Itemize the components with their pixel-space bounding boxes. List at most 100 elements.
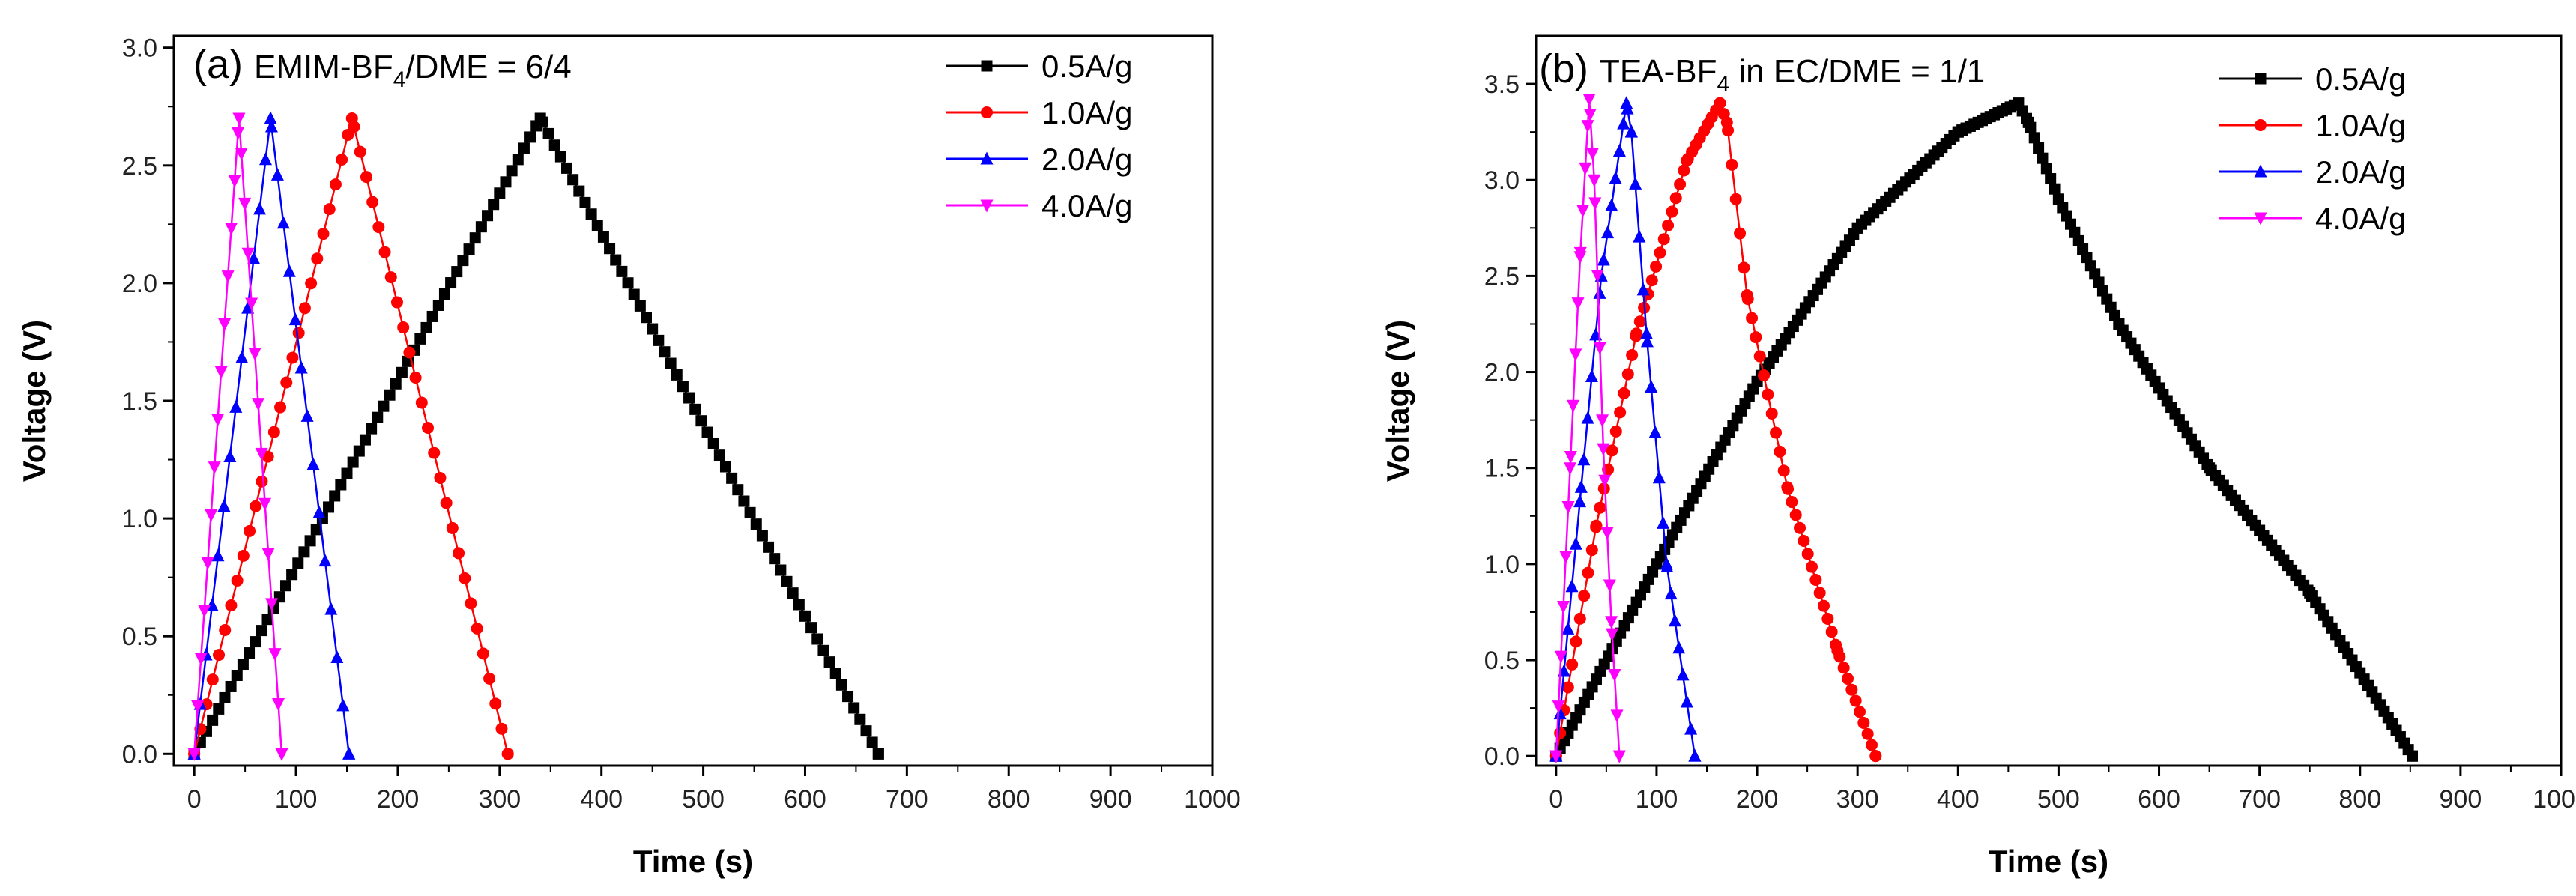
panel-b-x-tick-label: 800 [2338,785,2381,814]
panel-b-legend-label: 2.0A/g [2315,154,2406,190]
panel-a-data-point [640,312,652,324]
panel-b-data-point [1746,312,1759,324]
panel-a-data-point [799,610,811,622]
panel-b-y-tick-label: 3.5 [1484,70,1520,99]
panel-b-data-point [1609,171,1622,184]
panel-b-data-point [1626,348,1639,361]
panel-a-data-point [310,524,322,536]
panel-b-data-point [1738,261,1750,274]
panel-a-data-point [191,700,205,714]
panel-b-data-point [2025,121,2037,133]
panel-b-data-point [1636,282,1650,296]
panel-a-data-point [585,208,597,220]
panel-b-data-point [1569,536,1582,550]
panel-a-data-point [811,633,823,645]
panel-a-data-point [536,116,548,128]
panel-a-data-point [457,255,469,267]
panel-b-y-tick-label: 0.5 [1484,647,1520,675]
panel-a-series-line [193,116,880,754]
panel-a-data-point [378,246,391,258]
panel-b-data-point [1578,590,1591,602]
panel-a-data-point [255,447,268,461]
panel-a-legend-label: 1.0A/g [1041,95,1132,130]
panel-a-data-point [604,243,616,255]
panel-a-title: (a) EMIM-BF4/DME = 6/4 [193,42,572,92]
panel-b-data-point [1833,650,1846,663]
panel-a-data-point [422,421,435,434]
panel-b-data-point [2037,152,2049,164]
panel-a-data-point [683,392,695,404]
panel-a-data-point [261,614,273,626]
panel-a-data-point [763,541,775,553]
panel-b-x-tick-label: 100 [1636,785,1678,814]
panel-b-data-point [1798,535,1810,548]
panel-b-data-point [1729,193,1742,205]
panel-b-data-point [1620,96,1633,109]
panel-a-data-point [298,302,311,315]
panel-a-data-point [726,472,738,484]
panel-b-data-point [1557,601,1570,614]
panel-a-y-tick-label: 0.5 [122,623,157,651]
panel-b-data-point [1597,252,1610,266]
panel-b-data-point [1865,739,1878,751]
panel-a-data-point [653,334,665,346]
panel-b-data-point [1593,285,1606,299]
panel-b-data-point [1621,368,1634,381]
panel-a-data-point [835,679,847,691]
panel-a-data-point [567,174,579,186]
panel-b-data-point [1672,641,1686,654]
panel-b-data-point [1762,388,1774,401]
panel-a-title-text: EMIM-BF [254,49,393,85]
panel-a-data-point [671,369,683,381]
panel-b-x-tick-label: 700 [2238,785,2281,814]
panel-b-data-point [1593,342,1606,355]
panel-b-data-point [1652,470,1666,484]
panel-a-data-point [223,449,237,463]
panel-b-data-point [1579,162,1592,175]
panel-b-data-point [1561,681,1574,694]
panel-b-title: (b) TEA-BF4 in EC/DME = 1/1 [1539,46,1985,97]
panel-b-data-point [2033,142,2045,154]
panel-b-data-point [1565,579,1579,593]
panel-a-data-point [198,605,211,618]
panel-b-y-axis-label: Voltage (V) [1380,320,1415,482]
panel-a-data-point [330,650,344,663]
panel-a-data-point [512,154,524,166]
panel-b-title-subscript: 4 [1717,72,1729,97]
panel-a-data-point [219,624,232,637]
panel-b-data-point [1770,426,1783,439]
panel-a-chart: 0 100 200 300 400 500 600 700 800 900 1000 0.0 0.5 1.… [16,34,1241,879]
panel-a-data-point [805,622,817,634]
panel-a-data-point [384,271,397,284]
panel-a-data-point [793,599,805,611]
panel-a-data-point [218,318,232,331]
panel-b-series-3 [1549,96,1702,762]
panel-a-data-point [225,223,238,236]
panel-a-data-point [384,389,396,401]
panel-a-data-point [305,277,318,290]
panel-b-data-point [1576,205,1590,218]
panel-b-data-point [1597,482,1610,495]
panel-b-legend-label: 1.0A/g [2315,108,2406,143]
panel-a-data-point [348,121,360,133]
panel-a-data-point [324,602,338,615]
panel-a-data-point [506,165,518,177]
panel-b-legend-marker [2255,119,2267,131]
panel-b-data-point [1567,399,1580,413]
panel-a-data-point [438,288,450,300]
panel-b-x-tick-label: 400 [1937,785,1980,814]
panel-a-data-point [244,647,256,659]
panel-b-legend-marker [2255,73,2267,85]
panel-b-data-point [1662,219,1675,231]
panel-b-data-point [1585,369,1598,383]
panel-a-data-point [201,557,214,570]
panel-a-data-point [312,505,326,518]
panel-b-data-point [1645,274,1658,287]
panel-b-x-axis-label: Time (s) [1989,844,2108,879]
panel-a-series-2 [188,112,514,760]
panel-a-data-point [270,167,284,181]
panel-a-data-point [488,199,500,211]
panel-b-data-point [1586,148,1600,161]
panel-b-data-point [1765,407,1778,420]
panel-b-x-tick-label: 500 [2037,785,2080,814]
